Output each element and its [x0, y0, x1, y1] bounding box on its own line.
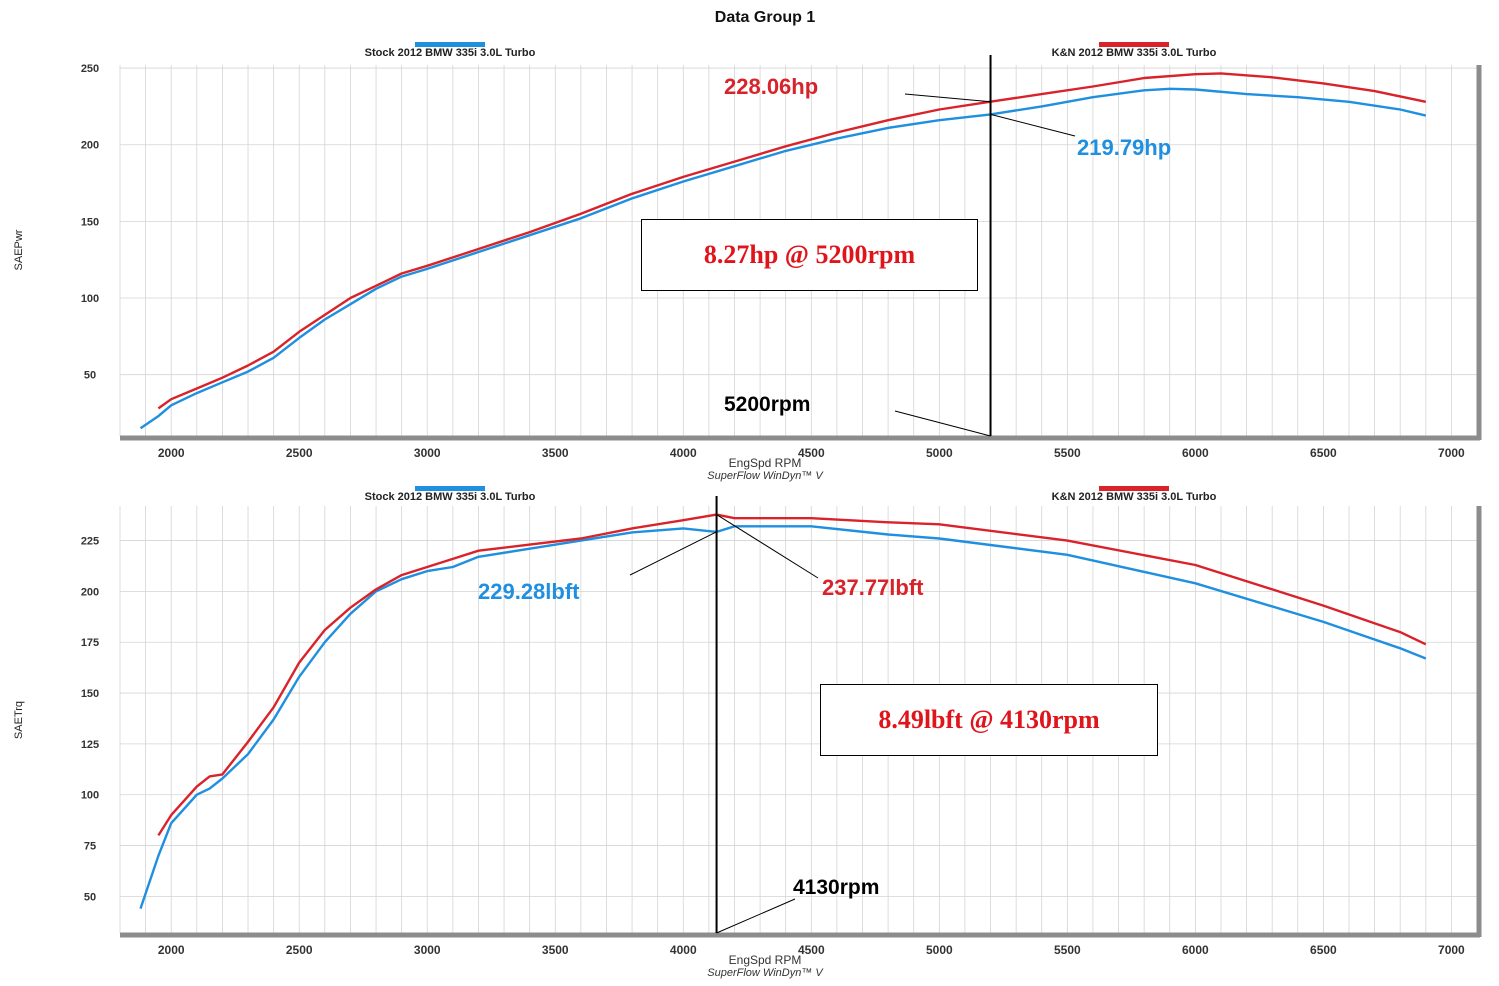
y-tick-label: 150 [81, 688, 99, 700]
x-tick-label: 2000 [158, 446, 185, 460]
x-tick-label: 6500 [1310, 943, 1337, 957]
y-tick-label: 175 [81, 637, 99, 649]
y-tick-label: 50 [84, 891, 96, 903]
rpm-leader-line [894, 410, 991, 437]
x-tick-label: 5500 [1054, 943, 1081, 957]
value-leader-line [716, 514, 819, 579]
software-footer: SuperFlow WinDyn™ V [707, 470, 824, 482]
legend-label: Stock 2012 BMW 335i 3.0L Turbo [365, 47, 536, 59]
value-leader-line [629, 531, 717, 576]
x-axis-label: EngSpd RPM [729, 953, 802, 967]
value-leader-line [990, 113, 1076, 137]
horsepower-panel: 50 100 150 200 250 2000 2500 3000 3500 4000 4500 50… [13, 42, 1482, 482]
y-axis-label: SAETrq [13, 701, 25, 739]
x-tick-label: 4000 [670, 446, 697, 460]
y-tick-label: 200 [81, 140, 99, 152]
value-callout: 228.06hp [724, 74, 818, 99]
x-tick-label: 7000 [1438, 943, 1465, 957]
rpm-leader-line [716, 898, 796, 934]
legend-label: K&N 2012 BMW 335i 3.0L Turbo [1052, 491, 1217, 503]
y-tick-label: 150 [81, 216, 99, 228]
x-tick-label: 6500 [1310, 446, 1337, 460]
legend-swatch [415, 486, 485, 491]
legend-swatch [1099, 486, 1169, 491]
x-tick-label: 2500 [286, 943, 313, 957]
value-callout: 237.77lbft [822, 575, 924, 600]
x-tick-label: 3500 [542, 446, 569, 460]
torque-gain-box: 8.49lbft @ 4130rpm [820, 684, 1158, 756]
value-callout: 219.79hp [1077, 135, 1171, 160]
rpm-label: 4130rpm [793, 876, 879, 899]
value-leader-line [904, 93, 991, 103]
x-tick-label: 7000 [1438, 446, 1465, 460]
x-tick-label: 3000 [414, 446, 441, 460]
stock-series-line [139, 87, 1427, 430]
legend-swatch [415, 42, 485, 47]
legend-label: Stock 2012 BMW 335i 3.0L Turbo [365, 491, 536, 503]
x-tick-label: 3000 [414, 943, 441, 957]
x-tick-label: 4500 [798, 446, 825, 460]
y-tick-label: 125 [81, 739, 99, 751]
x-tick-label: 5000 [926, 446, 953, 460]
y-tick-label: 225 [81, 536, 99, 548]
x-tick-label: 6000 [1182, 943, 1209, 957]
torque-panel: 50 75 100 125 150 175 200 225 2000 2500 3000 3500 40… [13, 486, 1482, 979]
software-footer: SuperFlow WinDyn™ V [707, 967, 824, 979]
y-axis-label: SAEPwr [13, 229, 25, 270]
grid-lines [119, 506, 1478, 933]
x-axis-label: EngSpd RPM [729, 456, 802, 470]
hp-gain-box: 8.27hp @ 5200rpm [641, 219, 978, 291]
legend-swatch [1099, 42, 1169, 47]
x-tick-label: 2000 [158, 943, 185, 957]
x-tick-label: 4000 [670, 943, 697, 957]
hp-gain-text: 8.27hp @ 5200rpm [703, 240, 916, 269]
legend-label: K&N 2012 BMW 335i 3.0L Turbo [1052, 47, 1217, 59]
y-tick-label: 250 [81, 63, 99, 75]
kn-series-line [157, 513, 1427, 837]
x-tick-label: 3500 [542, 943, 569, 957]
plot-area [120, 506, 1477, 933]
chart-group-title: Data Group 1 [715, 9, 816, 26]
x-tick-label: 5500 [1054, 446, 1081, 460]
value-callout: 229.28lbft [478, 579, 580, 604]
y-tick-label: 100 [81, 293, 99, 305]
x-tick-label: 2500 [286, 446, 313, 460]
y-tick-label: 100 [81, 790, 99, 802]
y-tick-label: 50 [84, 370, 96, 382]
torque-gain-text: 8.49lbft @ 4130rpm [878, 705, 1100, 734]
y-tick-label: 200 [81, 586, 99, 598]
kn-series-line [157, 72, 1427, 410]
x-tick-label: 5000 [926, 943, 953, 957]
x-tick-label: 4500 [798, 943, 825, 957]
x-tick-label: 6000 [1182, 446, 1209, 460]
stock-series-line [139, 525, 1427, 909]
y-tick-label: 75 [84, 841, 96, 853]
rpm-label: 5200rpm [724, 393, 810, 416]
